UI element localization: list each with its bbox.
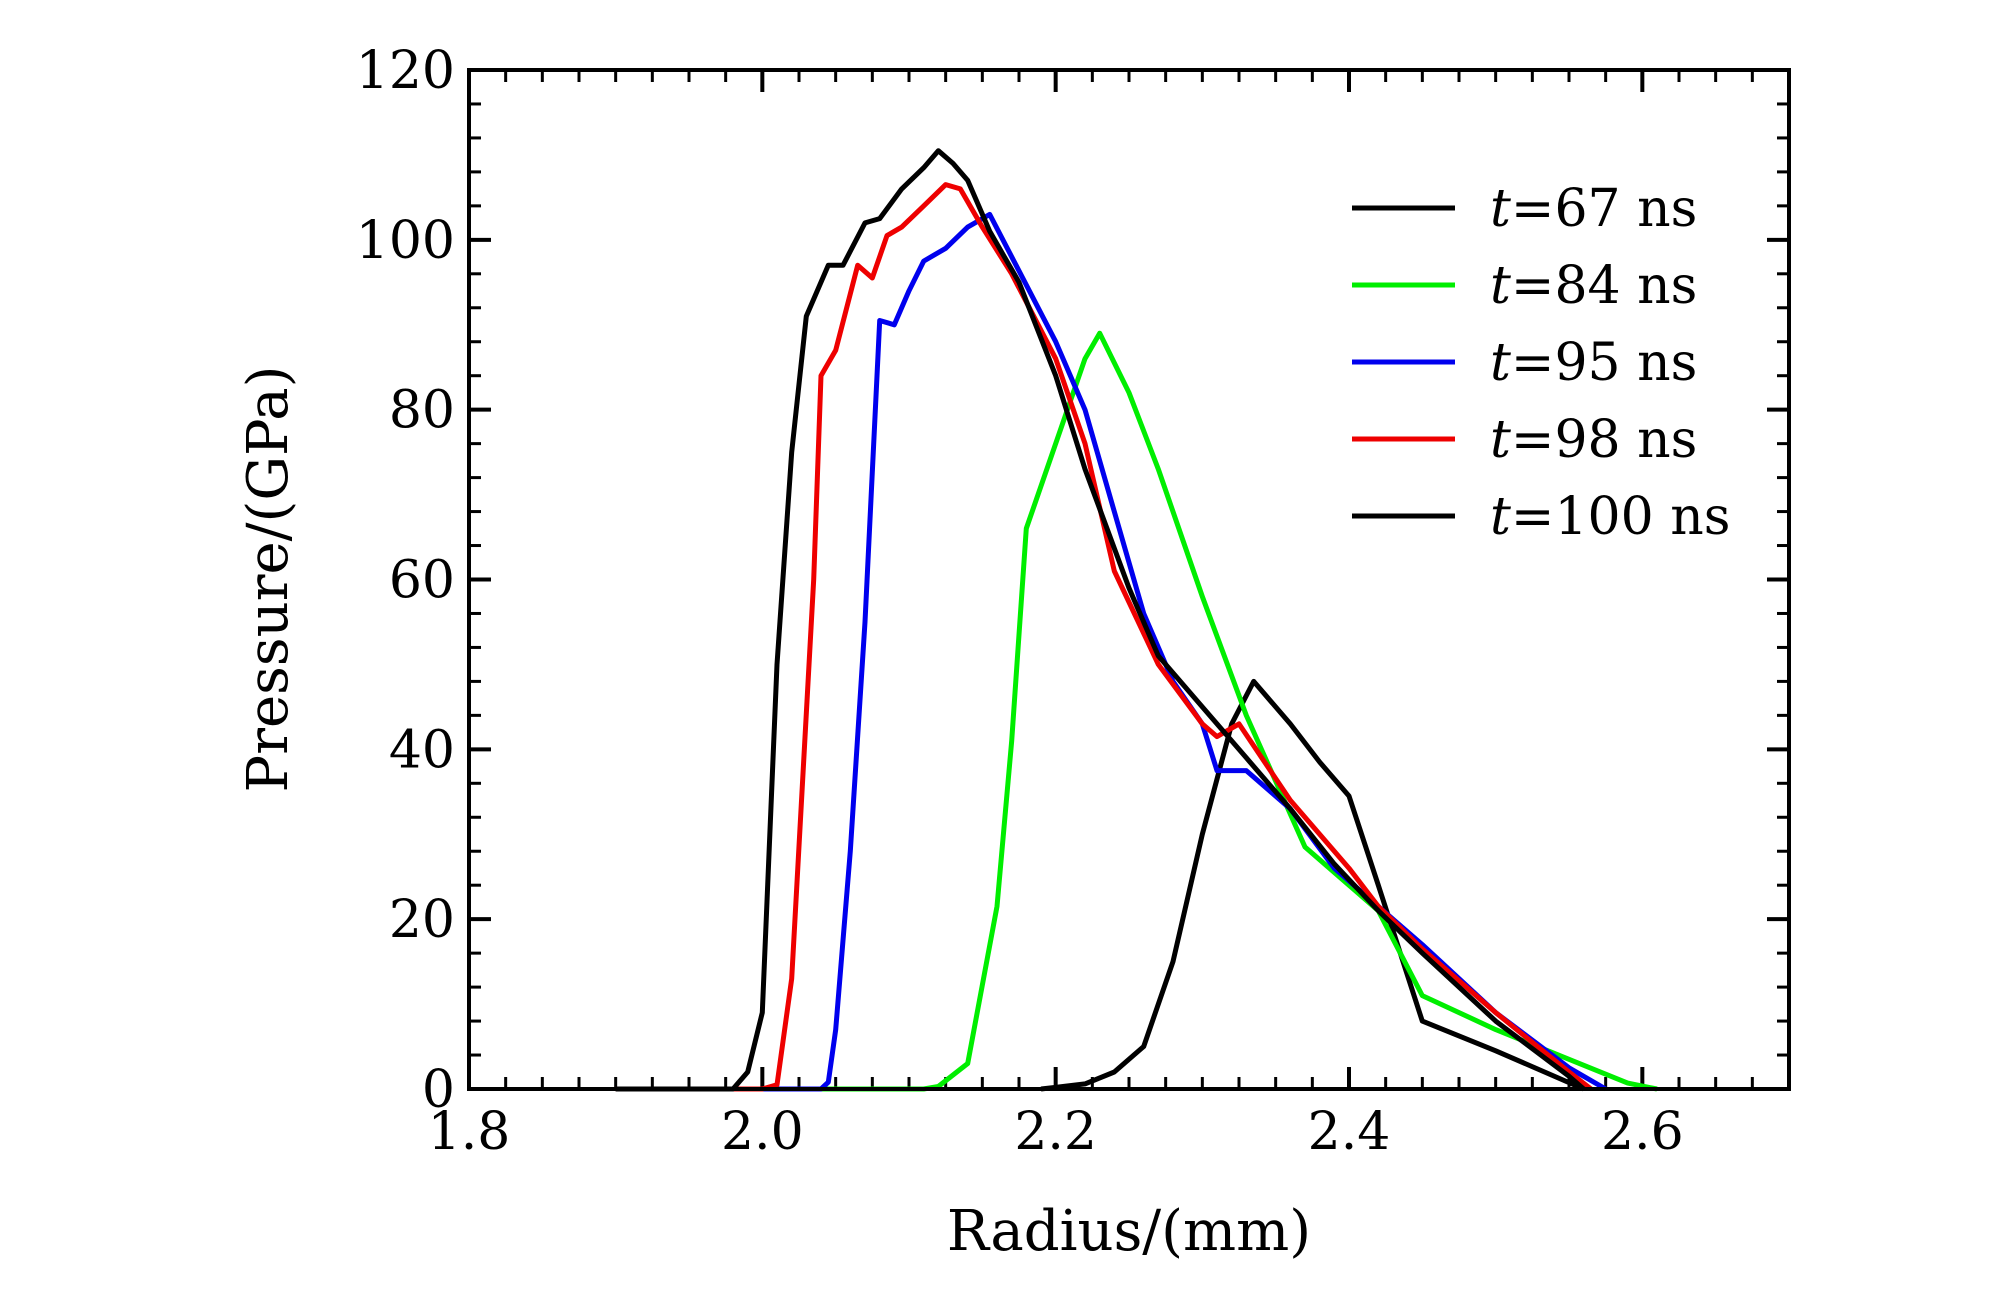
y-tick-label: 100 (356, 211, 455, 271)
legend-label-3: t=95 ns (1490, 333, 1697, 393)
y-tick-labels: 0 20 40 60 80 100 120 (356, 41, 455, 1120)
x-tick-label: 2.2 (1014, 1102, 1097, 1162)
series-line-4 (615, 182, 1593, 1092)
x-tick-label: 2.6 (1601, 1102, 1684, 1162)
series-line-5 (615, 148, 1586, 1092)
y-tick-label: 120 (356, 41, 455, 101)
y-tick-label: 80 (389, 381, 455, 441)
x-tick-label: 1.8 (428, 1102, 511, 1162)
plot-frame (467, 68, 1791, 1091)
series-layer (615, 148, 1658, 1092)
y-tick-label: 40 (389, 720, 455, 780)
x-tick-label: 2.4 (1308, 1102, 1391, 1162)
y-tick-label: 20 (389, 890, 455, 950)
x-tick-label: 2.0 (721, 1102, 804, 1162)
y-tick-label: 60 (389, 551, 455, 611)
y-tick-label: 0 (422, 1060, 455, 1120)
x-tick-labels: 1.8 2.0 2.2 2.4 2.6 (428, 1102, 1684, 1162)
legend: t=67 ns t=84 ns t=95 ns t=98 ns t=100 ns (1352, 179, 1730, 547)
legend-label-2: t=84 ns (1490, 256, 1697, 316)
series-line-2 (615, 330, 1658, 1092)
legend-label-4: t=98 ns (1490, 410, 1697, 470)
x-axis-title: Radius/(mm) (947, 1199, 1311, 1264)
legend-label-1: t=67 ns (1490, 179, 1697, 239)
y-axis-title: Pressure/(GPa) (236, 366, 301, 793)
legend-label-5: t=100 ns (1490, 487, 1730, 547)
